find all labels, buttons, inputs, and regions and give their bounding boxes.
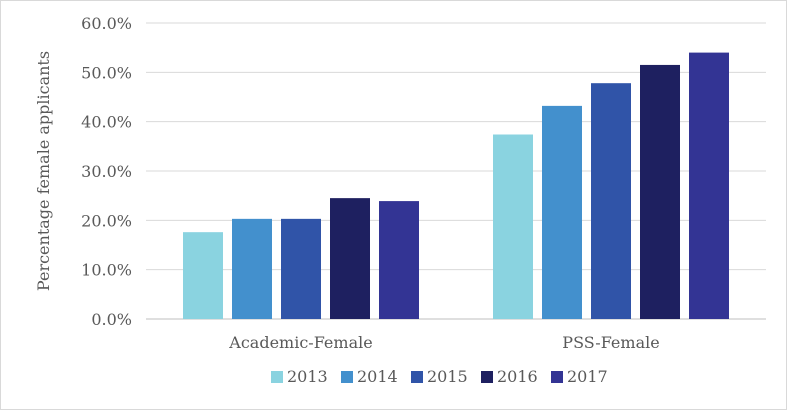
y-tick-label: 50.0%: [81, 63, 132, 82]
y-tick-label: 30.0%: [81, 162, 132, 181]
bar-2013-pss-female: [493, 134, 533, 319]
x-tick-label: Academic-Female: [228, 333, 372, 352]
bar-2015-academic-female: [281, 218, 321, 319]
bar-2016-academic-female: [330, 198, 370, 319]
x-tick-label: PSS-Female: [562, 333, 659, 352]
bar-2017-pss-female: [689, 52, 729, 319]
legend-label-2013: 2013: [287, 367, 328, 386]
bar-2017-academic-female: [379, 201, 419, 319]
legend-label-2015: 2015: [427, 367, 468, 386]
legend-swatch-2017: [551, 371, 563, 383]
legend-label-2017: 2017: [567, 367, 608, 386]
y-axis-title: Percentage female applicants: [34, 51, 53, 291]
y-tick-label: 40.0%: [81, 113, 132, 132]
bar-2014-academic-female: [232, 218, 272, 319]
legend: 2013 2014 2015 2016 2017: [271, 367, 608, 386]
y-tick-label: 60.0%: [81, 14, 132, 33]
y-tick-label: 20.0%: [81, 211, 132, 230]
y-tick-label: 10.0%: [81, 261, 132, 280]
legend-label-2014: 2014: [357, 367, 398, 386]
legend-swatch-2015: [411, 371, 423, 383]
bar-2013-academic-female: [183, 232, 223, 319]
legend-label-2016: 2016: [497, 367, 538, 386]
legend-swatch-2014: [341, 371, 353, 383]
legend-swatch-2013: [271, 371, 283, 383]
legend-swatch-2016: [481, 371, 493, 383]
bar-2014-pss-female: [542, 105, 582, 319]
bar-2016-pss-female: [640, 64, 680, 319]
bar-2015-pss-female: [591, 83, 631, 319]
bars: [183, 52, 729, 319]
y-tick-label: 0.0%: [91, 310, 132, 329]
y-axis-ticks: 0.0% 10.0% 20.0% 30.0% 40.0% 50.0% 60.0%: [81, 14, 132, 329]
x-axis-ticks: Academic-Female PSS-Female: [228, 333, 659, 352]
